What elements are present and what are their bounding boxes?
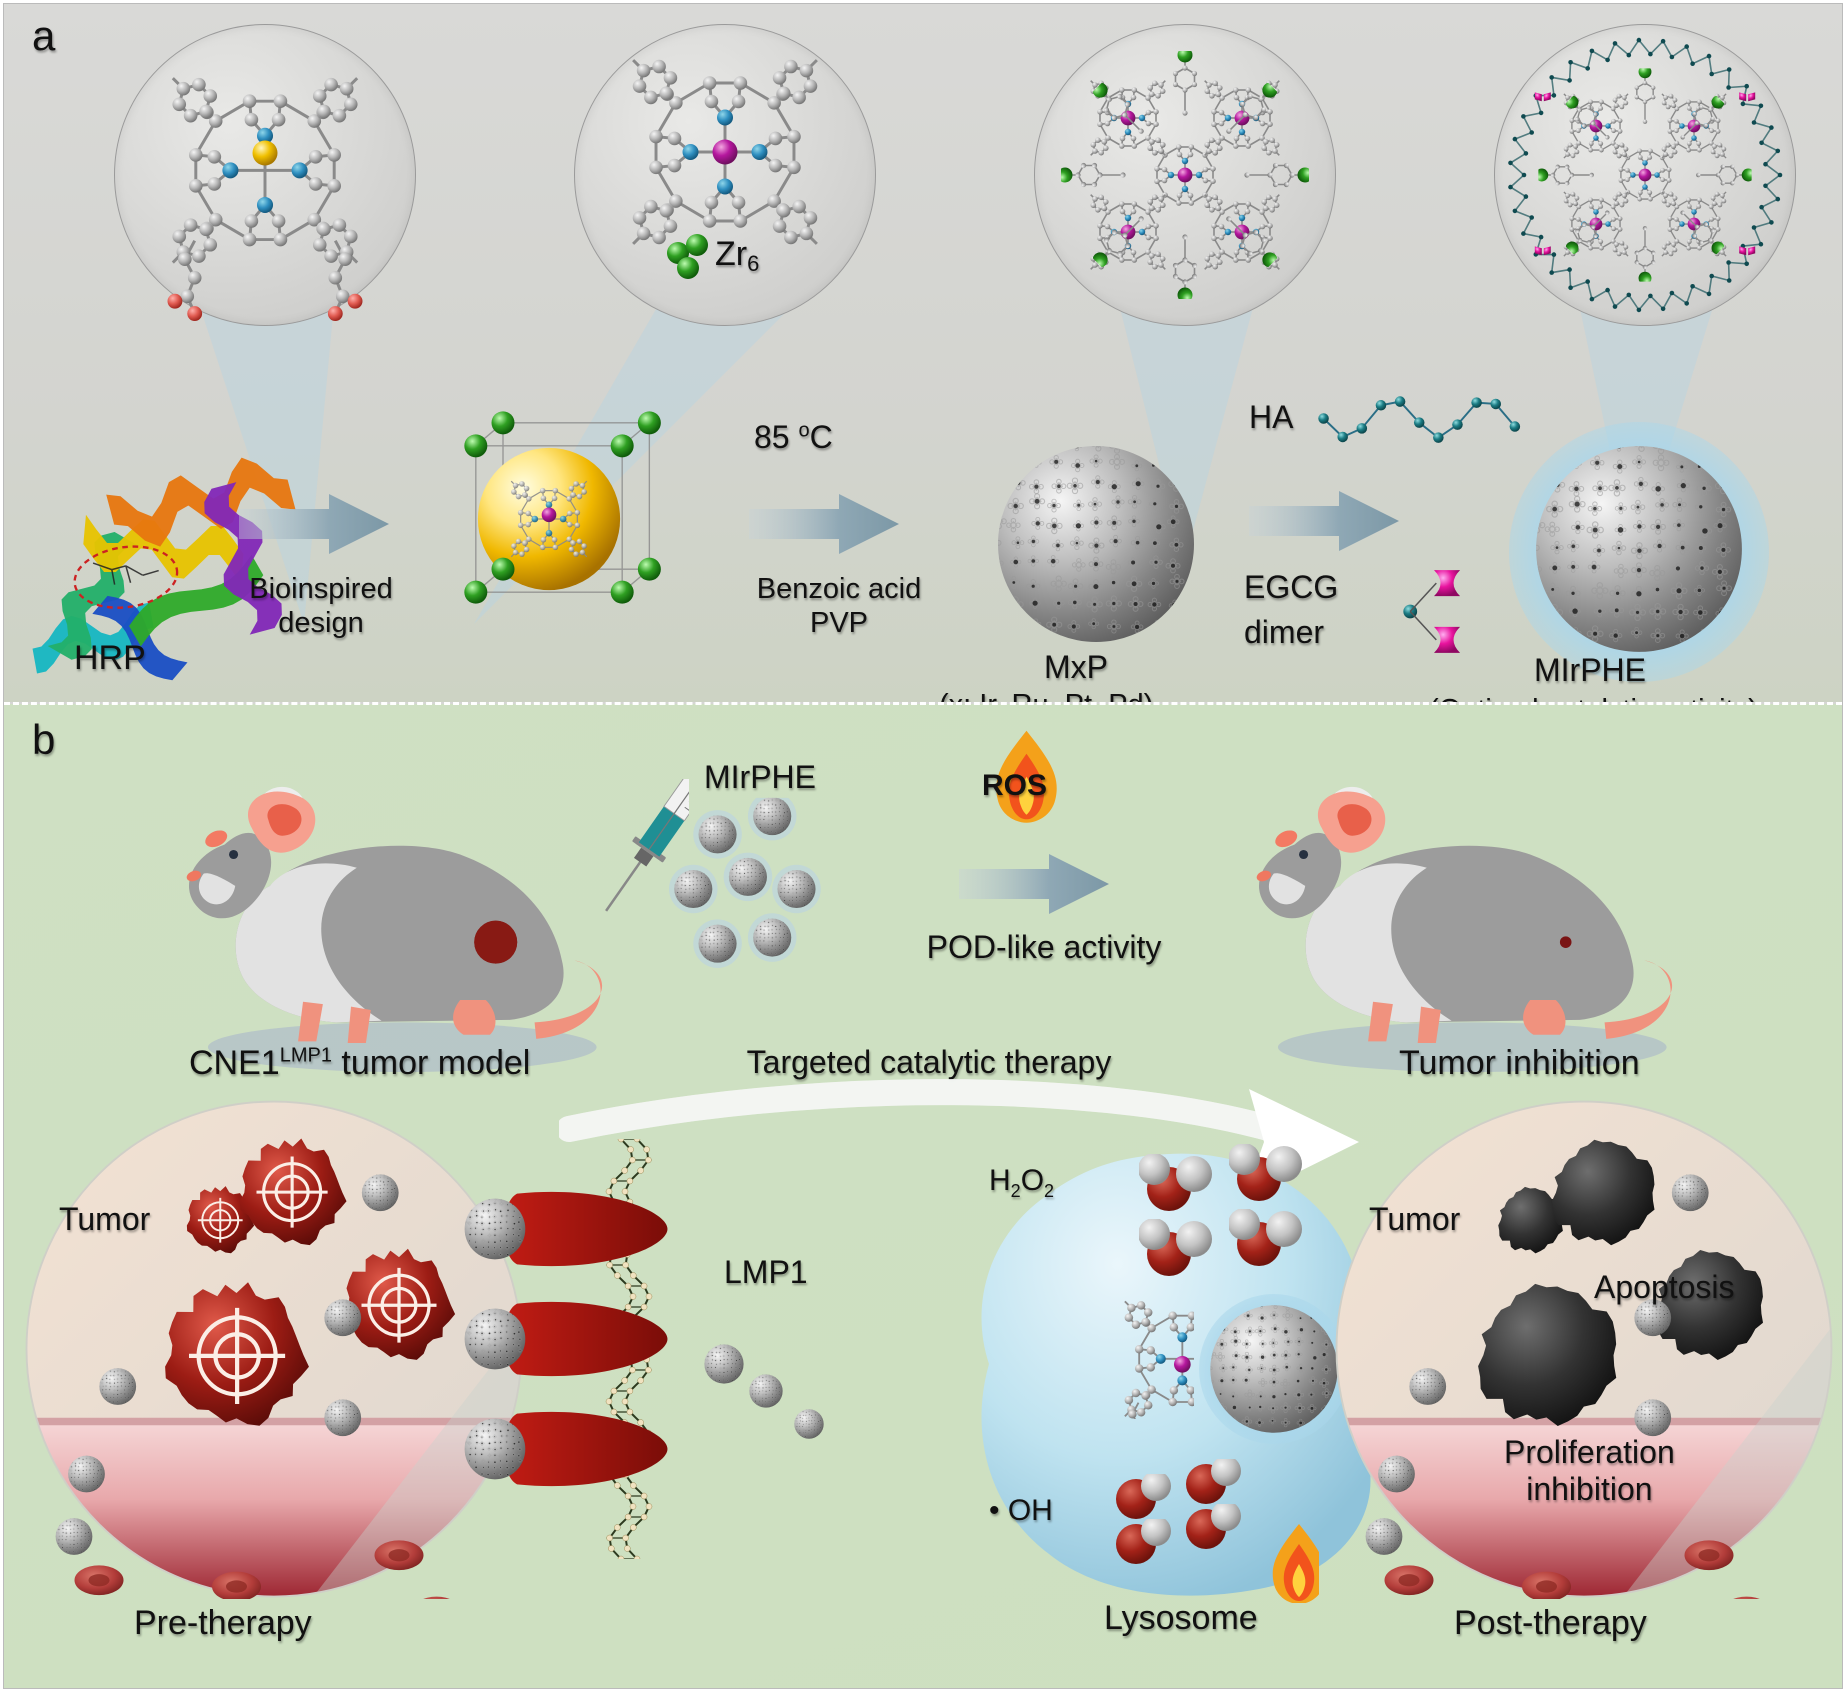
svg-text:Zr6: Zr6 — [715, 235, 759, 276]
